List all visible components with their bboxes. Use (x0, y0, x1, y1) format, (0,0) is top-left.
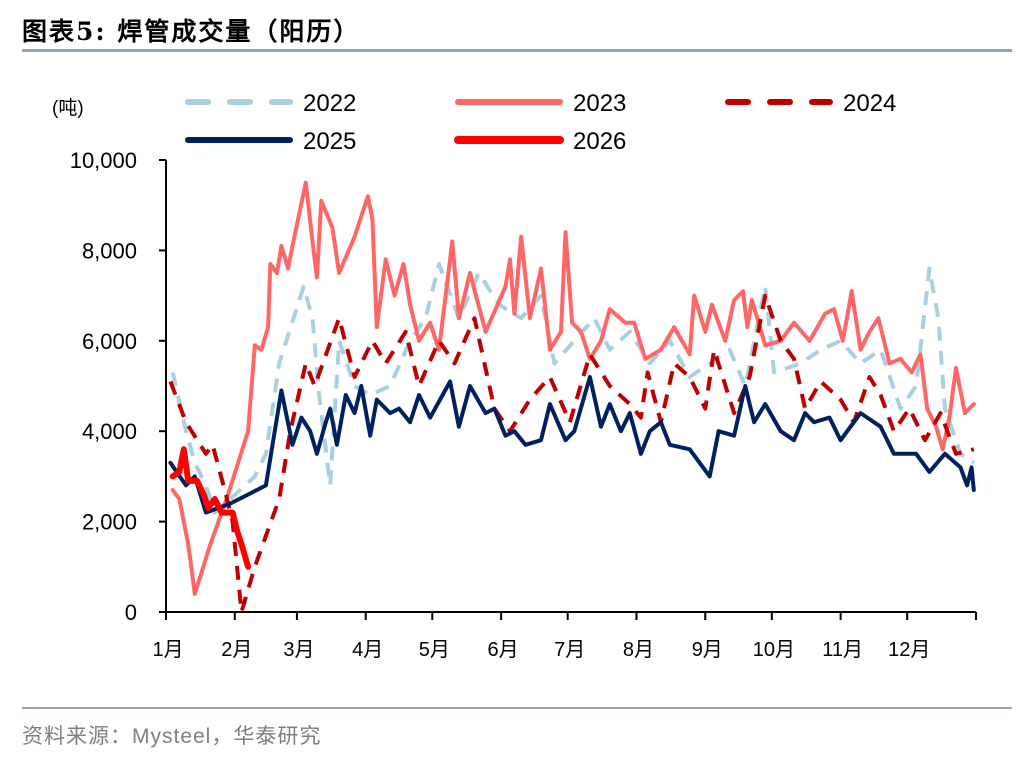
x-tick-label: 2月 (221, 639, 252, 661)
y-tick-label: 8,000 (82, 238, 137, 263)
series-line-2023 (170, 180, 976, 596)
series-line-2026 (169, 446, 252, 570)
series-lines (168, 180, 976, 614)
y-tick-label: 2,000 (82, 510, 137, 535)
axes: 0 2,000 4,000 6,000 8,000 10,000 1月 2月 3月 4月 5月 6月 7… (70, 148, 977, 661)
y-tick-label: 0 (125, 600, 137, 625)
title-divider (22, 49, 1012, 52)
x-tick-label: 6月 (488, 639, 519, 661)
legend: 2022 2023 2024 2025 2026 (185, 90, 896, 155)
x-tick-label: 11月 (822, 639, 863, 661)
x-tick-label: 7月 (554, 639, 585, 661)
x-tick-label: 12月 (888, 639, 930, 661)
legend-label-2023: 2023 (573, 90, 626, 117)
legend-label-2024: 2024 (843, 90, 896, 117)
y-axis-unit-label: (吨) (52, 97, 84, 119)
series-line-2024 (168, 293, 975, 614)
y-tick-label: 10,000 (70, 148, 137, 173)
legend-label-2026: 2026 (573, 128, 626, 155)
x-tick-label: 5月 (419, 639, 450, 661)
x-tick-label: 8月 (623, 639, 654, 661)
series-line-2025 (168, 375, 976, 515)
chart-title: 图表5: 焊管成交量（阳历） (22, 17, 361, 46)
legend-label-2022: 2022 (303, 90, 356, 117)
source-divider (22, 707, 1012, 709)
y-tick-label: 4,000 (82, 419, 137, 444)
x-tick-label: 3月 (283, 639, 314, 661)
x-tick-label: 9月 (692, 639, 723, 661)
x-tick-label: 10月 (753, 639, 795, 661)
source-note: 资料来源：Mysteel，华泰研究 (22, 725, 322, 748)
legend-label-2025: 2025 (303, 128, 356, 155)
x-tick-label: 4月 (352, 639, 383, 661)
x-tick-label: 1月 (152, 639, 183, 661)
y-tick-label: 6,000 (82, 329, 137, 354)
